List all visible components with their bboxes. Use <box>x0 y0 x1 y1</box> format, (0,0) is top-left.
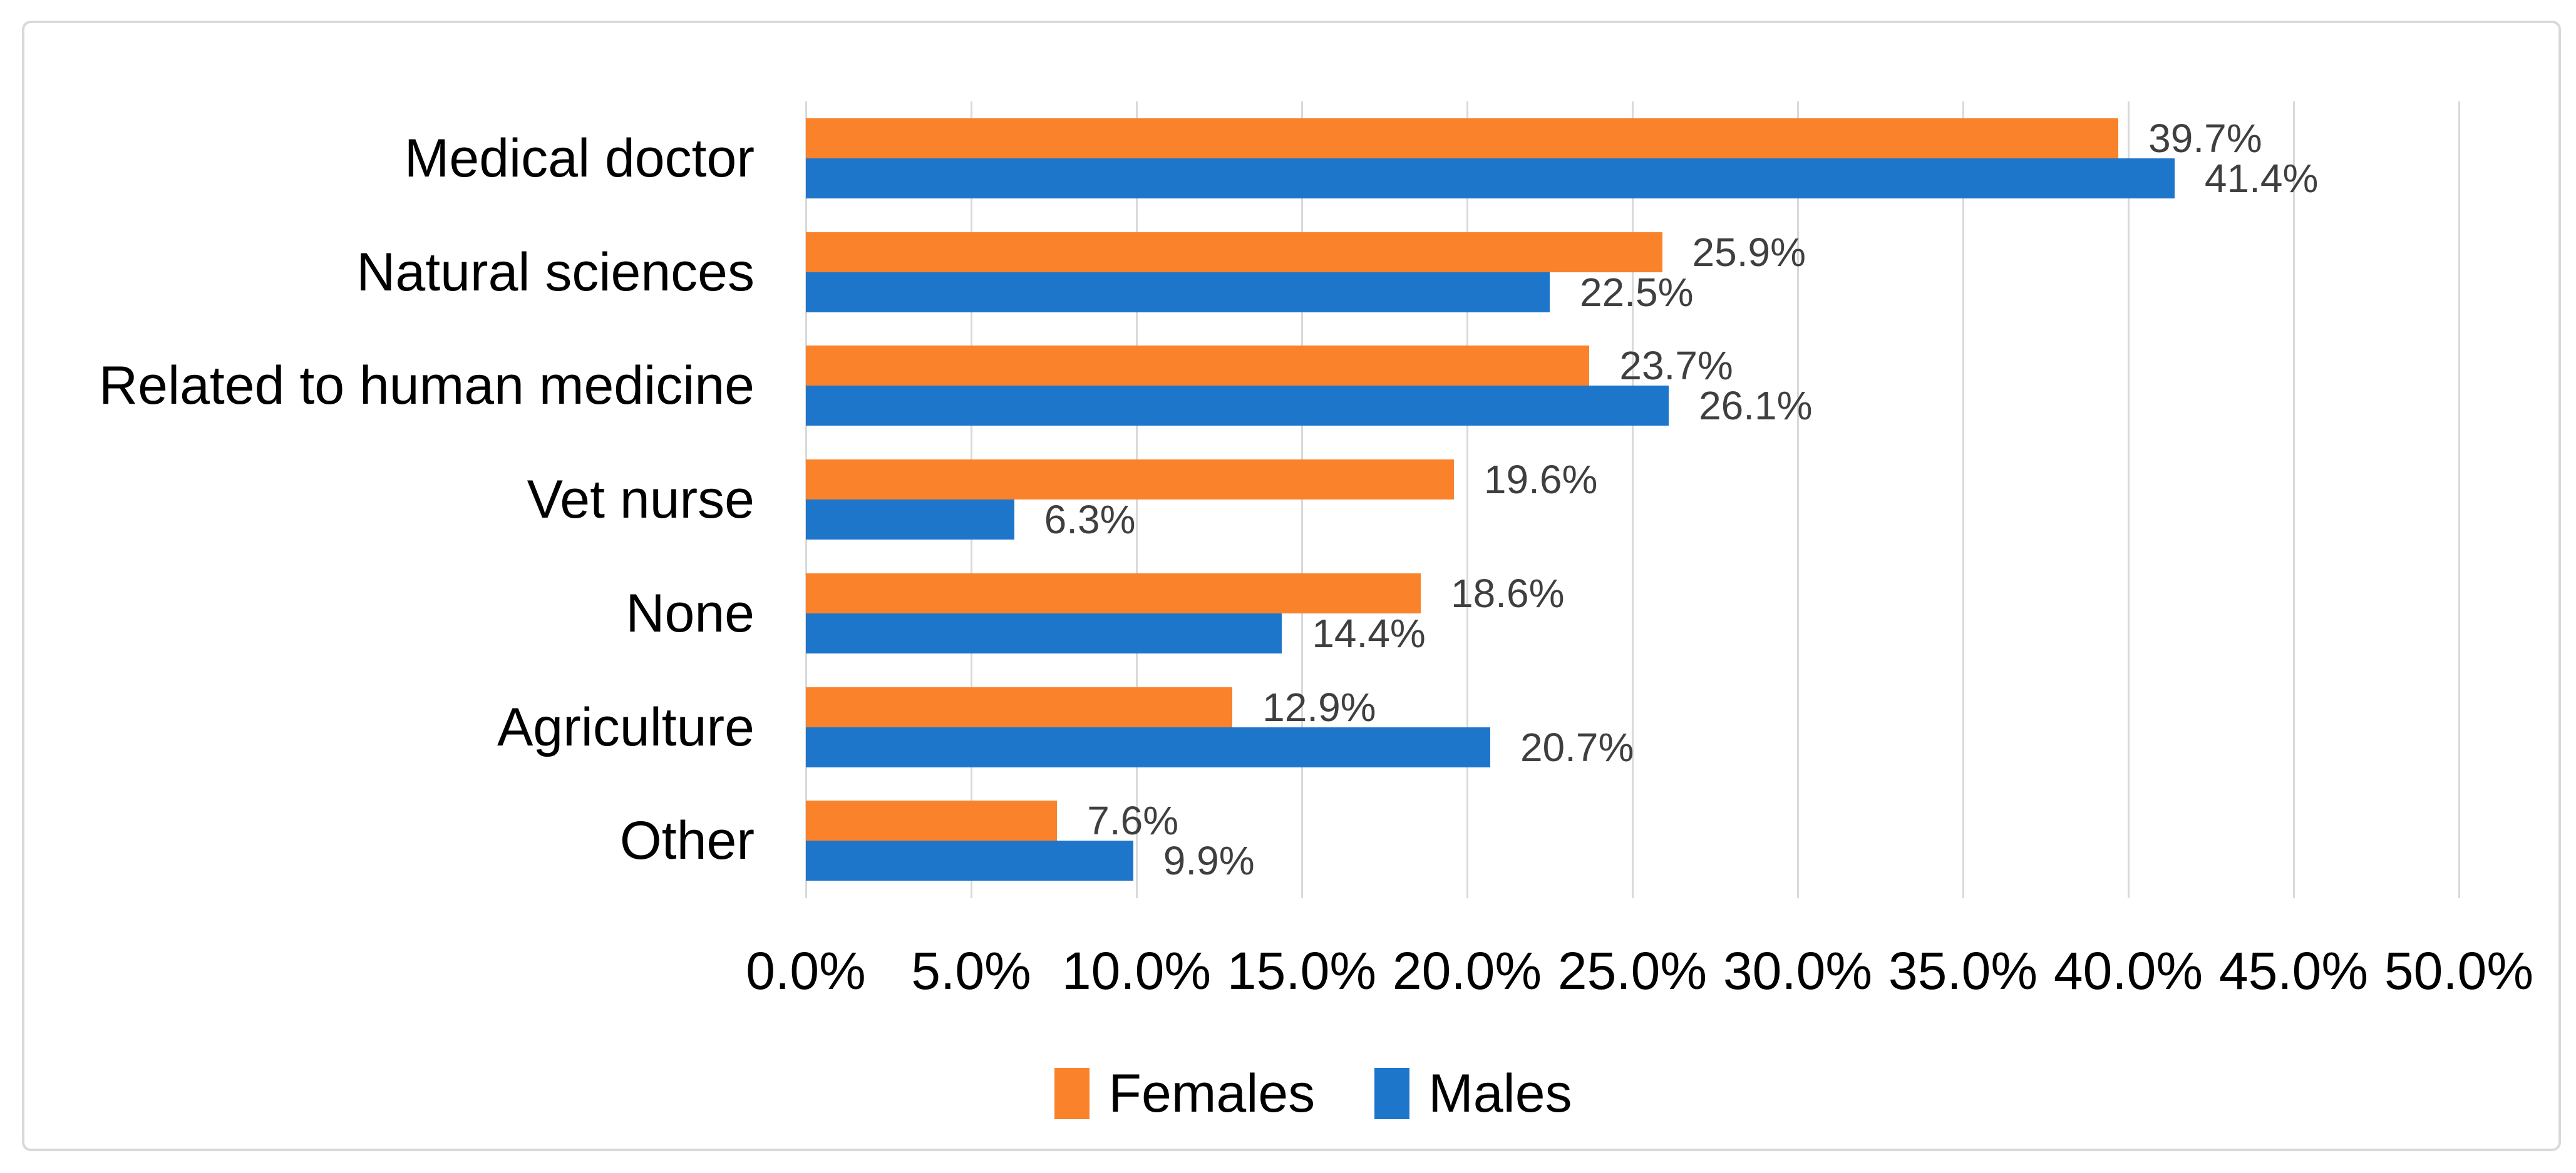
gridline <box>1136 101 1138 898</box>
x-axis-tick-label: 40.0% <box>2053 941 2203 1000</box>
x-axis-tick-label: 30.0% <box>1723 941 1873 1000</box>
data-label-males-1: 41.4% <box>2204 156 2319 201</box>
bar-females-4 <box>806 459 1454 500</box>
category-label: Medical doctor <box>404 128 755 188</box>
legend-swatch-males <box>1374 1068 1410 1119</box>
bar-females-6 <box>806 687 1233 727</box>
x-axis-tick-label: 15.0% <box>1227 941 1377 1000</box>
data-label-males-3: 26.1% <box>1699 383 1813 429</box>
data-label-females-1: 39.7% <box>2148 116 2262 161</box>
data-label-females-5: 18.6% <box>1451 570 1565 616</box>
category-label: Related to human medicine <box>99 356 755 416</box>
legend-label-males: Males <box>1428 1063 1572 1124</box>
gridline <box>1466 101 1468 898</box>
legend-item-males: Males <box>1374 1067 1572 1120</box>
x-axis-tick-label: 20.0% <box>1392 941 1542 1000</box>
category-label: Agriculture <box>497 697 755 757</box>
bar-females-2 <box>806 232 1662 272</box>
data-label-females-2: 25.9% <box>1692 229 1806 275</box>
x-axis-tick-label: 10.0% <box>1061 941 1212 1000</box>
bar-males-1 <box>806 158 2175 198</box>
data-label-females-4: 19.6% <box>1483 457 1598 503</box>
x-axis-tick-label: 5.0% <box>911 941 1031 1000</box>
x-axis-tick-label: 45.0% <box>2218 941 2369 1000</box>
x-axis-tick-label: 25.0% <box>1557 941 1708 1000</box>
bar-males-3 <box>806 386 1669 426</box>
data-label-females-7: 7.6% <box>1087 798 1179 844</box>
plot-area: 39.7% 41.4% 25.9% 22.5% 23.7% 26.1% 19.6% 6.3% 1… <box>805 101 2460 898</box>
gridline <box>1632 101 1634 898</box>
gridline <box>1797 101 1799 898</box>
gridline <box>1962 101 1964 898</box>
bar-males-6 <box>806 727 1490 767</box>
category-label: Natural sciences <box>356 242 755 302</box>
bar-males-5 <box>806 613 1282 653</box>
gridline <box>1301 101 1303 898</box>
category-label: Vet nurse <box>527 469 755 530</box>
data-label-females-6: 12.9% <box>1262 684 1376 730</box>
data-label-males-6: 20.7% <box>1520 724 1634 770</box>
bar-females-7 <box>806 801 1058 841</box>
bar-females-1 <box>806 118 2119 158</box>
bar-males-7 <box>806 841 1133 881</box>
data-label-males-4: 6.3% <box>1044 497 1136 543</box>
chart-frame: 39.7% 41.4% 25.9% 22.5% 23.7% 26.1% 19.6% 6.3% 1… <box>22 21 2561 1151</box>
x-axis-tick-label: 0.0% <box>746 941 866 1000</box>
gridline <box>2293 101 2295 898</box>
bar-males-4 <box>806 499 1014 540</box>
gridline <box>2458 101 2460 898</box>
legend-label-females: Females <box>1108 1063 1316 1124</box>
bar-males-2 <box>806 272 1550 312</box>
x-axis-tick-label: 50.0% <box>2384 941 2534 1000</box>
category-label: None <box>626 583 755 643</box>
data-label-males-5: 14.4% <box>1312 610 1426 656</box>
legend-item-females: Females <box>1054 1067 1315 1120</box>
data-label-females-3: 23.7% <box>1619 343 1733 389</box>
x-axis-tick-label: 35.0% <box>1888 941 2038 1000</box>
gridline <box>2128 101 2130 898</box>
bar-females-5 <box>806 573 1421 613</box>
data-label-males-2: 22.5% <box>1580 269 1694 315</box>
bar-females-3 <box>806 346 1590 386</box>
legend: Females Males <box>46 1056 2576 1131</box>
legend-swatch-females <box>1054 1068 1090 1119</box>
data-label-males-7: 9.9% <box>1163 838 1255 884</box>
category-label: Other <box>619 811 755 871</box>
